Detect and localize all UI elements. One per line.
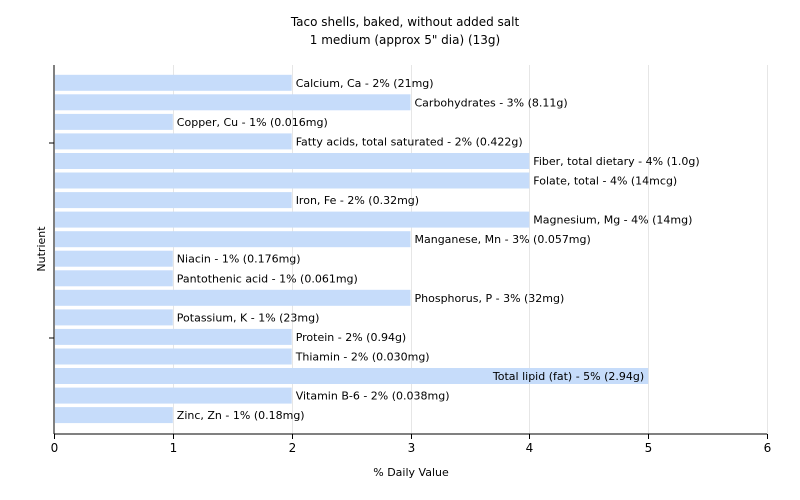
bar-label: Pantothenic acid - 1% (0.061mg)	[177, 272, 358, 285]
bar-label: Iron, Fe - 2% (0.32mg)	[296, 194, 419, 207]
bar	[55, 192, 292, 209]
bar	[55, 172, 530, 189]
bar	[55, 270, 173, 287]
bar	[55, 153, 530, 169]
x-tick-label: 5	[645, 441, 653, 455]
bar	[55, 309, 173, 326]
bar	[55, 231, 411, 248]
x-axis-label: % Daily Value	[373, 466, 449, 479]
bar	[55, 250, 173, 267]
bar-label: Vitamin B-6 - 2% (0.038mg)	[296, 390, 450, 403]
bar	[55, 133, 292, 150]
x-tick-label: 1	[170, 441, 178, 455]
bar	[55, 407, 173, 424]
bar-label: Fatty acids, total saturated - 2% (0.422…	[296, 135, 523, 148]
bar-label: Total lipid (fat) - 5% (2.94g)	[492, 370, 644, 383]
bar	[55, 211, 530, 228]
x-ticks: 0 1 2 3 4 5 6	[51, 434, 772, 455]
bar	[55, 74, 292, 91]
x-tick-label: 3	[408, 441, 416, 455]
x-tick-label: 4	[526, 441, 534, 455]
bar-label: Copper, Cu - 1% (0.016mg)	[177, 116, 328, 129]
x-tick-label: 0	[51, 441, 59, 455]
bar-label: Magnesium, Mg - 4% (14mg)	[533, 214, 692, 227]
bar-label: Protein - 2% (0.94g)	[296, 331, 407, 344]
bar-label: Thiamin - 2% (0.030mg)	[295, 351, 430, 364]
bar	[55, 368, 649, 384]
bar	[55, 289, 411, 306]
bar-label: Niacin - 1% (0.176mg)	[177, 253, 301, 266]
bar-label: Phosphorus, P - 3% (32mg)	[415, 292, 565, 305]
bar-label: Manganese, Mn - 3% (0.057mg)	[415, 233, 591, 246]
bar-label: Folate, total - 4% (14mcg)	[533, 175, 677, 188]
y-axis-label: Nutrient	[35, 226, 48, 272]
bar	[55, 348, 292, 365]
bar-label: Zinc, Zn - 1% (0.18mg)	[177, 409, 305, 422]
bar-label: Potassium, K - 1% (23mg)	[177, 311, 320, 324]
bar-label: Fiber, total dietary - 4% (1.0g)	[533, 155, 699, 168]
bar-label: Carbohydrates - 3% (8.11g)	[415, 96, 568, 109]
bar	[55, 113, 173, 130]
bar	[55, 387, 292, 404]
bar-label: Calcium, Ca - 2% (21mg)	[296, 77, 434, 90]
chart-title: Taco shells, baked, without added salt	[290, 15, 520, 29]
bar	[55, 328, 292, 345]
bars: Calcium, Ca - 2% (21mg) Carbohydrates - 3…	[55, 74, 700, 424]
x-tick-label: 2	[289, 441, 297, 455]
x-tick-label: 6	[764, 441, 772, 455]
bar	[55, 94, 411, 111]
chart-subtitle: 1 medium (approx 5" dia) (13g)	[310, 33, 500, 47]
